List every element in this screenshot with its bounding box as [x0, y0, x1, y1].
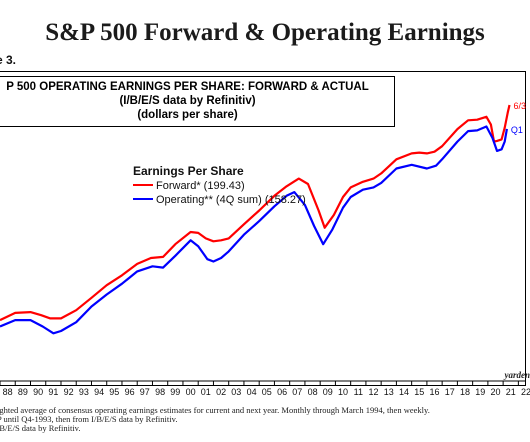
- x-tick-label: 98: [155, 387, 165, 397]
- x-tick-label: 90: [33, 387, 43, 397]
- x-tick-label: 06: [277, 387, 287, 397]
- x-tick-label: 20: [490, 387, 500, 397]
- x-tick-label: 95: [109, 387, 119, 397]
- x-tick-label: 19: [475, 387, 485, 397]
- x-tick-label: 10: [338, 387, 348, 397]
- annotation-operating-quarter: Q1: [511, 125, 523, 135]
- x-tick-label: 91: [48, 387, 58, 397]
- chart-subtitle-units: (dollars per share): [137, 109, 238, 121]
- chart-legend: Earnings Per Share Forward* (199.43) Ope…: [133, 164, 306, 206]
- footnotes: ighted average of consensus operating ea…: [0, 406, 430, 433]
- x-tick-label: 18: [460, 387, 470, 397]
- x-tick-label: 97: [140, 387, 150, 397]
- x-tick-label: 11: [354, 387, 363, 397]
- x-tick-label: 94: [94, 387, 104, 397]
- x-tick-label: 00: [186, 387, 196, 397]
- x-tick-label: 22: [521, 387, 530, 397]
- x-tick-label: 16: [429, 387, 439, 397]
- legend-title: Earnings Per Share: [133, 164, 244, 178]
- x-tick-label: 05: [262, 387, 272, 397]
- series-line-operating: [0, 125, 508, 335]
- x-tick-label: 02: [216, 387, 226, 397]
- x-tick-label: 12: [368, 387, 378, 397]
- x-tick-label: 17: [445, 387, 455, 397]
- footnote-1: ighted average of consensus operating ea…: [0, 405, 430, 415]
- x-tick-label: 89: [18, 387, 28, 397]
- x-tick-label: 21: [506, 387, 516, 397]
- footnote-3: /B/E/S data by Refinitiv.: [0, 423, 81, 433]
- x-tick-label: 14: [399, 387, 409, 397]
- x-tick-label: 15: [414, 387, 424, 397]
- page-title: S&P 500 Forward & Operating Earnings: [45, 19, 485, 46]
- x-tick-label: 13: [384, 387, 394, 397]
- chart-title-box: P 500 OPERATING EARNINGS PER SHARE: FORW…: [0, 76, 395, 127]
- x-tick-label: 09: [323, 387, 333, 397]
- annotation-forward-date: 6/3: [514, 101, 527, 111]
- source-credit: yarden: [504, 370, 530, 380]
- x-tick-label: 92: [64, 387, 74, 397]
- x-tick-label: 99: [170, 387, 180, 397]
- legend-label-forward: Forward* (199.43): [156, 180, 245, 192]
- x-tick-label: 08: [308, 387, 318, 397]
- x-tick-label: 88: [3, 387, 13, 397]
- legend-label-operating: Operating** (4Q sum) (158.27): [156, 194, 306, 206]
- x-tick-label: 01: [201, 387, 211, 397]
- series-line-forward: [0, 104, 511, 322]
- x-tick-label: 04: [247, 387, 257, 397]
- x-tick-label: 93: [79, 387, 89, 397]
- figure-label: e 3.: [0, 53, 17, 67]
- x-tick-label: 03: [231, 387, 241, 397]
- chart-frame: [0, 71, 526, 386]
- chart-title: P 500 OPERATING EARNINGS PER SHARE: FORW…: [6, 81, 369, 93]
- x-tick-label: 07: [292, 387, 302, 397]
- x-tick-label: 96: [125, 387, 135, 397]
- chart-subtitle-source: (I/B/E/S data by Refinitiv): [119, 95, 256, 107]
- footnote-2: P until Q4-1993, then from I/B/E/S data …: [0, 414, 178, 424]
